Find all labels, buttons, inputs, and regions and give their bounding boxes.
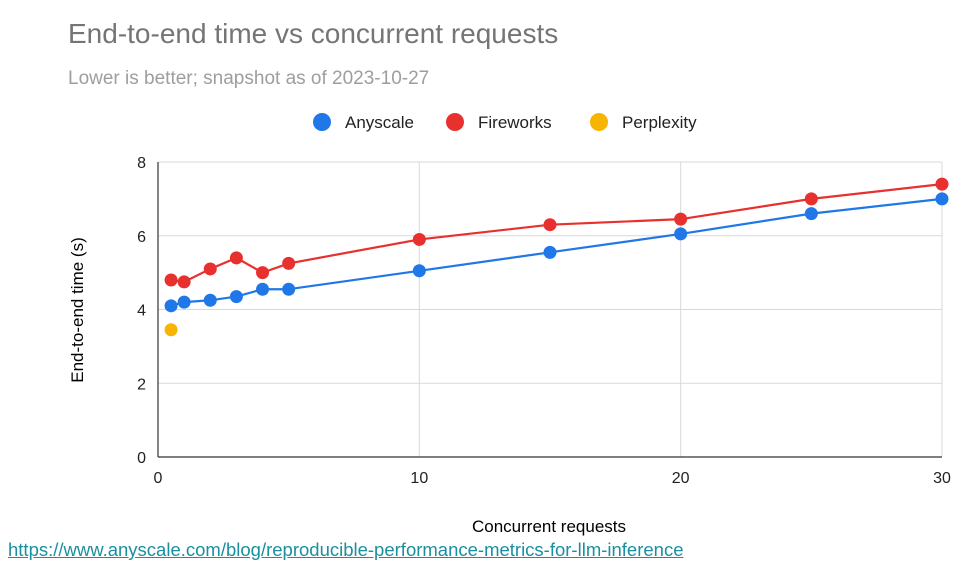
fireworks-point [543,218,557,232]
fireworks-point [256,266,270,280]
fireworks-point [804,192,818,206]
source-link[interactable]: https://www.anyscale.com/blog/reproducib… [8,539,684,560]
series-anyscale [164,192,949,313]
fireworks-point [674,212,688,226]
legend-label-fireworks: Fireworks [478,113,552,132]
x-tick-label: 0 [154,470,163,487]
y-tick-label: 0 [137,450,146,467]
legend-label-perplexity: Perplexity [622,113,697,132]
fireworks-point [412,232,426,246]
anyscale-point [935,192,949,206]
anyscale-point [804,207,818,221]
y-tick-label: 8 [137,155,146,172]
y-tick-label: 6 [137,229,146,246]
anyscale-point [203,293,217,307]
fireworks-point [203,262,217,276]
legend-marker-perplexity [590,113,608,131]
fireworks-point [229,251,243,265]
y-tick-label: 2 [137,376,146,393]
chart-legend: Anyscale Fireworks Perplexity [313,113,697,132]
y-axis-title: End-to-end time (s) [68,237,87,383]
anyscale-point [282,282,296,296]
x-tick-label: 30 [933,470,951,487]
x-tick-label: 20 [672,470,690,487]
legend-item-perplexity: Perplexity [590,113,697,132]
chart-series [164,177,949,337]
anyscale-point [412,264,426,278]
anyscale-point [674,227,688,241]
anyscale-point [177,295,191,309]
anyscale-point [229,290,243,304]
series-perplexity [164,323,178,337]
perplexity-point [164,323,178,337]
anyscale-point [164,299,178,313]
y-tick-label: 4 [137,303,146,320]
legend-label-anyscale: Anyscale [345,113,414,132]
fireworks-point [177,275,191,289]
chart-grid [158,161,943,457]
x-tick-label: 10 [410,470,428,487]
chart-title: End-to-end time vs concurrent requests [68,18,559,49]
series-fireworks [164,177,949,289]
chart-subtitle: Lower is better; snapshot as of 2023-10-… [68,68,430,89]
fireworks-point [282,256,296,270]
legend-item-anyscale: Anyscale [313,113,414,132]
fireworks-point [164,273,178,287]
fireworks-point [935,177,949,191]
legend-marker-fireworks [446,113,464,131]
legend-marker-anyscale [313,113,331,131]
legend-item-fireworks: Fireworks [446,113,552,132]
chart-axes: 0 2 4 6 8 0 10 20 30 [137,155,951,487]
x-axis-title: Concurrent requests [472,517,626,536]
anyscale-point [543,245,557,259]
anyscale-point [256,282,270,296]
